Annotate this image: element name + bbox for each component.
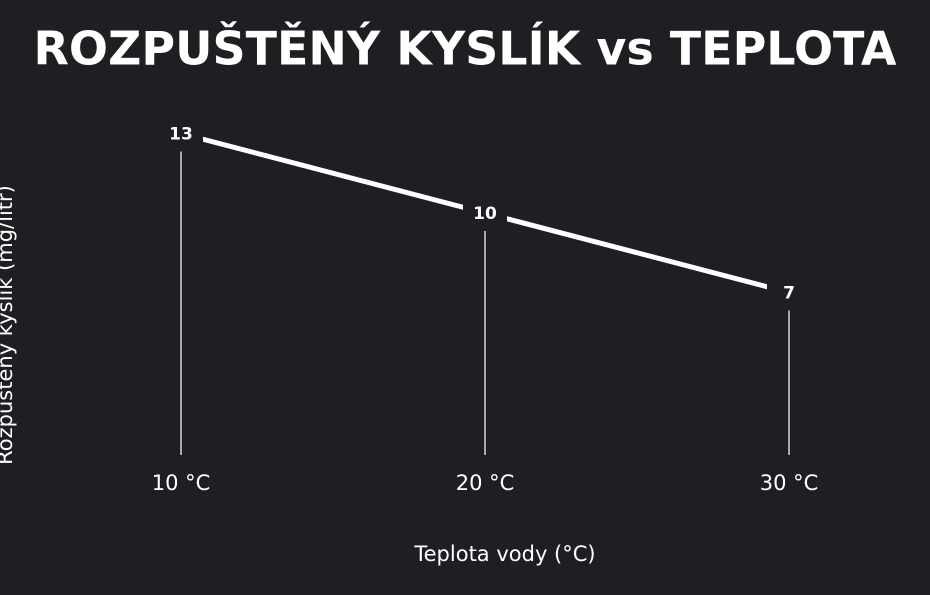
chart-title: ROZPUŠTĚNÝ KYSLÍK vs TEPLOTA (34, 21, 897, 76)
x-tick-label: 10 °C (152, 471, 211, 495)
data-label: 13 (169, 125, 193, 145)
data-label: 7 (783, 284, 795, 304)
data-label: 10 (473, 204, 497, 224)
x-tick-label: 20 °C (456, 471, 515, 495)
x-axis-label: Teplota vody (°C) (413, 542, 595, 566)
x-tick-label: 30 °C (760, 471, 819, 495)
y-axis-label: Rozpuštěný kyslík (mg/litr) (0, 185, 17, 465)
label-halo (159, 120, 203, 147)
label-halo (767, 279, 811, 306)
label-halo (463, 200, 507, 226)
